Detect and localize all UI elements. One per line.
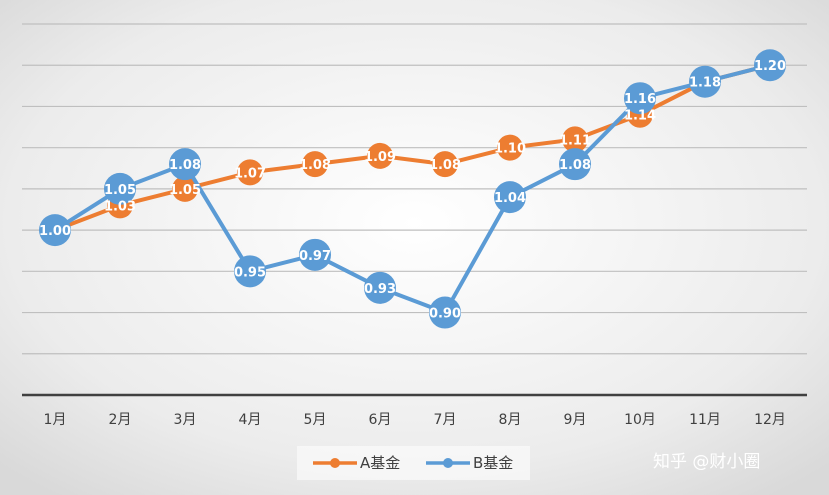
x-tick-label: 10月 <box>624 412 656 428</box>
data-point-marker <box>39 214 71 247</box>
gridlines <box>22 23 807 355</box>
data-point-marker <box>494 181 526 214</box>
data-label: 0.95 <box>234 265 266 280</box>
data-label: 0.97 <box>299 249 331 264</box>
x-tick-label: 5月 <box>304 412 327 428</box>
data-point-marker <box>754 49 786 82</box>
data-label: 1.10 <box>494 142 526 157</box>
legend: A基金 B基金 <box>297 446 530 480</box>
data-point-marker <box>367 142 393 169</box>
data-point-marker <box>169 148 201 181</box>
data-point-marker <box>364 271 396 304</box>
data-label: 1.03 <box>104 199 136 214</box>
data-label: 1.08 <box>299 158 331 173</box>
data-point-marker <box>432 151 458 178</box>
data-label: 1.09 <box>364 150 396 165</box>
legend-a-marker <box>330 458 340 468</box>
data-label: 1.18 <box>689 76 721 91</box>
data-point-marker <box>689 65 721 98</box>
data-point-marker <box>299 238 331 271</box>
data-label: 1.04 <box>494 191 526 206</box>
data-point-marker <box>104 172 136 205</box>
x-tick-label: 4月 <box>239 412 262 428</box>
data-point-marker <box>234 255 266 288</box>
data-label: 0.93 <box>364 282 396 297</box>
data-labels-a: 1.031.051.071.081.091.081.101.111.14 <box>104 109 656 215</box>
x-tick-label: 9月 <box>564 412 587 428</box>
data-labels-b: 1.00 1.05 1.08 0.95 0.97 0.93 0.90 1.04 1.08 1.16… <box>39 59 786 321</box>
data-label: 1.05 <box>104 183 136 198</box>
watermark: 知乎 @财小圈 <box>653 452 760 472</box>
legend-b-marker <box>443 458 453 468</box>
x-tick-label: 12月 <box>754 412 786 428</box>
x-axis-ticks: 1月 2月 3月 4月 5月 6月 7月 8月 9月 10月 11月 12月 <box>44 412 786 428</box>
data-label: 1.20 <box>754 59 786 74</box>
data-label: 1.16 <box>624 92 656 107</box>
data-label: 1.08 <box>169 158 201 173</box>
data-point-marker <box>302 151 328 178</box>
data-label: 0.90 <box>429 307 461 322</box>
data-label: 1.11 <box>559 133 591 148</box>
x-tick-label: 3月 <box>174 412 197 428</box>
data-point-marker <box>559 148 591 181</box>
data-label: 1.14 <box>624 109 656 124</box>
x-tick-label: 7月 <box>434 412 457 428</box>
legend-a-label: A基金 <box>360 454 400 472</box>
data-point-marker <box>562 126 588 153</box>
x-tick-label: 1月 <box>44 412 67 428</box>
x-tick-label: 8月 <box>499 412 522 428</box>
x-tick-label: 6月 <box>369 412 392 428</box>
data-point-marker <box>172 175 198 202</box>
x-tick-label: 11月 <box>689 412 721 428</box>
series-b <box>39 49 786 329</box>
legend-b-label: B基金 <box>473 454 513 472</box>
data-label: 1.00 <box>39 224 71 239</box>
data-label: 1.08 <box>429 158 461 173</box>
data-label: 1.07 <box>234 166 266 181</box>
data-label: 1.05 <box>169 183 201 198</box>
data-point-marker <box>497 134 523 161</box>
data-point-marker <box>429 296 461 329</box>
series-layer: 1.031.051.071.081.091.081.101.111.141.00… <box>39 49 786 329</box>
data-point-marker <box>237 159 263 186</box>
data-label: 1.08 <box>559 158 591 173</box>
data-point-marker <box>624 82 656 115</box>
x-tick-label: 2月 <box>109 412 132 428</box>
